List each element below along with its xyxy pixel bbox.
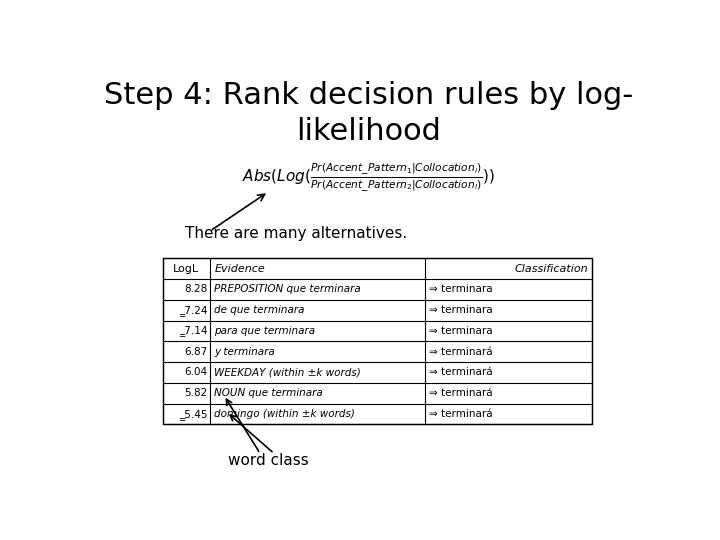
Text: y terminara: y terminara — [215, 347, 275, 357]
Text: Classification: Classification — [514, 264, 588, 274]
Text: 6.87: 6.87 — [184, 347, 207, 357]
Text: 6.04: 6.04 — [184, 368, 207, 377]
Text: WEEKDAY (within ±k words): WEEKDAY (within ±k words) — [215, 368, 361, 377]
Text: para que terminara: para que terminara — [215, 326, 315, 336]
Text: NOUN que terminara: NOUN que terminara — [215, 388, 323, 399]
Text: ⇒ terminara: ⇒ terminara — [429, 305, 493, 315]
Text: likelihood: likelihood — [297, 117, 441, 146]
Text: de que terminara: de que terminara — [215, 305, 305, 315]
Text: ‗7.24: ‗7.24 — [179, 305, 207, 315]
Text: ⇒ terminará: ⇒ terminará — [429, 368, 493, 377]
Text: LogL: LogL — [174, 264, 199, 274]
Text: Step 4: Rank decision rules by log-: Step 4: Rank decision rules by log- — [104, 82, 634, 111]
Text: ⇒ terminara: ⇒ terminara — [429, 285, 493, 294]
Text: 5.82: 5.82 — [184, 388, 207, 399]
Text: ‗7.14: ‗7.14 — [179, 326, 207, 336]
Text: $\mathit{Abs}(\mathit{Log}(\frac{\mathit{Pr}(\mathit{Accent\_Pattern}_1|\mathit{: $\mathit{Abs}(\mathit{Log}(\frac{\mathit… — [243, 161, 495, 193]
Text: ‗5.45: ‗5.45 — [179, 409, 207, 420]
Text: word class: word class — [228, 453, 309, 468]
Text: PREPOSITION que terminara: PREPOSITION que terminara — [215, 285, 361, 294]
Text: ⇒ terminará: ⇒ terminará — [429, 409, 493, 419]
Bar — [163, 258, 593, 424]
Text: There are many alternatives.: There are many alternatives. — [185, 226, 407, 241]
Text: ⇒ terminará: ⇒ terminará — [429, 347, 493, 357]
Text: ⇒ terminará: ⇒ terminará — [429, 388, 493, 399]
Text: domingo (within ±k words): domingo (within ±k words) — [215, 409, 355, 419]
Text: 8.28: 8.28 — [184, 285, 207, 294]
Text: ⇒ terminara: ⇒ terminara — [429, 326, 493, 336]
Text: Evidence: Evidence — [215, 264, 265, 274]
